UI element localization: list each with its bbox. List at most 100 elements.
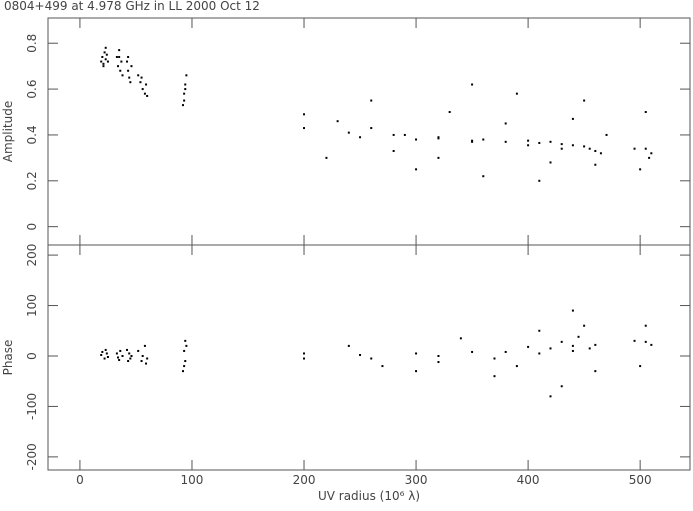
point — [145, 362, 148, 365]
point — [549, 347, 552, 350]
point — [140, 76, 143, 79]
point — [115, 55, 118, 58]
point — [515, 365, 518, 368]
point — [185, 344, 188, 347]
x-tick-label: 100 — [181, 473, 204, 487]
point — [515, 92, 518, 95]
point — [549, 140, 552, 143]
point — [588, 147, 591, 150]
point — [538, 329, 541, 332]
point — [588, 347, 591, 350]
point — [129, 357, 132, 360]
point — [115, 352, 118, 355]
x-tick-label: 0 — [76, 473, 84, 487]
point — [415, 138, 418, 141]
point — [549, 395, 552, 398]
point — [104, 58, 107, 61]
point — [392, 149, 395, 152]
point — [303, 113, 306, 116]
point — [184, 83, 187, 86]
point — [560, 147, 563, 150]
point — [100, 60, 103, 63]
point — [303, 352, 306, 355]
point — [140, 360, 143, 363]
y-axis-label: Amplitude — [1, 101, 15, 163]
point — [583, 99, 586, 102]
point — [493, 357, 496, 360]
point — [118, 49, 121, 52]
point — [571, 309, 574, 312]
point — [583, 324, 586, 327]
point — [370, 127, 373, 130]
point — [104, 348, 107, 351]
point — [639, 168, 642, 171]
point — [146, 94, 149, 97]
point — [648, 156, 651, 159]
point — [184, 339, 187, 342]
point — [105, 53, 108, 56]
point — [146, 357, 149, 360]
point — [183, 99, 186, 102]
point — [183, 365, 186, 368]
point — [504, 140, 507, 143]
plot-frame — [47, 17, 691, 246]
point — [370, 357, 373, 360]
point — [106, 355, 109, 358]
x-tick-label: 500 — [629, 473, 652, 487]
chart-title: 0804+499 at 4.978 GHz in LL 2000 Oct 12 — [4, 0, 260, 13]
point — [127, 69, 130, 72]
point — [118, 359, 121, 362]
point — [538, 179, 541, 182]
point — [101, 55, 104, 58]
point — [594, 370, 597, 373]
point — [129, 81, 132, 84]
point — [381, 365, 384, 368]
y-tick-label: -200 — [25, 443, 39, 470]
y-tick-label: 0.8 — [25, 34, 39, 53]
point — [128, 76, 131, 79]
y-tick-label: -100 — [25, 393, 39, 420]
point — [120, 60, 123, 63]
point — [471, 350, 474, 353]
x-axis-label: UV radius (10⁶ λ) — [318, 489, 420, 503]
point — [594, 343, 597, 346]
y-tick-label: 0 — [25, 223, 39, 231]
point — [437, 137, 440, 140]
y-tick-label: 100 — [25, 294, 39, 317]
point — [633, 339, 636, 342]
point — [182, 370, 185, 373]
point — [183, 92, 186, 95]
point — [117, 356, 120, 359]
point — [101, 350, 104, 353]
point — [106, 60, 109, 63]
point — [527, 144, 530, 147]
point — [415, 168, 418, 171]
point — [100, 353, 103, 356]
point — [448, 111, 451, 114]
point — [459, 337, 462, 340]
point — [145, 83, 148, 86]
point — [127, 360, 130, 363]
x-tick-label: 300 — [405, 473, 428, 487]
point — [644, 147, 647, 150]
point — [571, 349, 574, 352]
point — [119, 69, 122, 72]
point — [633, 147, 636, 150]
point — [184, 360, 187, 363]
point — [347, 344, 350, 347]
point — [392, 133, 395, 136]
point — [549, 161, 552, 164]
point — [482, 138, 485, 141]
point — [650, 152, 653, 155]
point — [347, 131, 350, 134]
y-tick-label: 0.6 — [25, 80, 39, 99]
point — [370, 99, 373, 102]
point — [577, 335, 580, 338]
point — [437, 136, 440, 139]
point — [359, 136, 362, 139]
point — [504, 350, 507, 353]
point — [415, 352, 418, 355]
point — [571, 344, 574, 347]
x-tick-label: 200 — [293, 473, 316, 487]
